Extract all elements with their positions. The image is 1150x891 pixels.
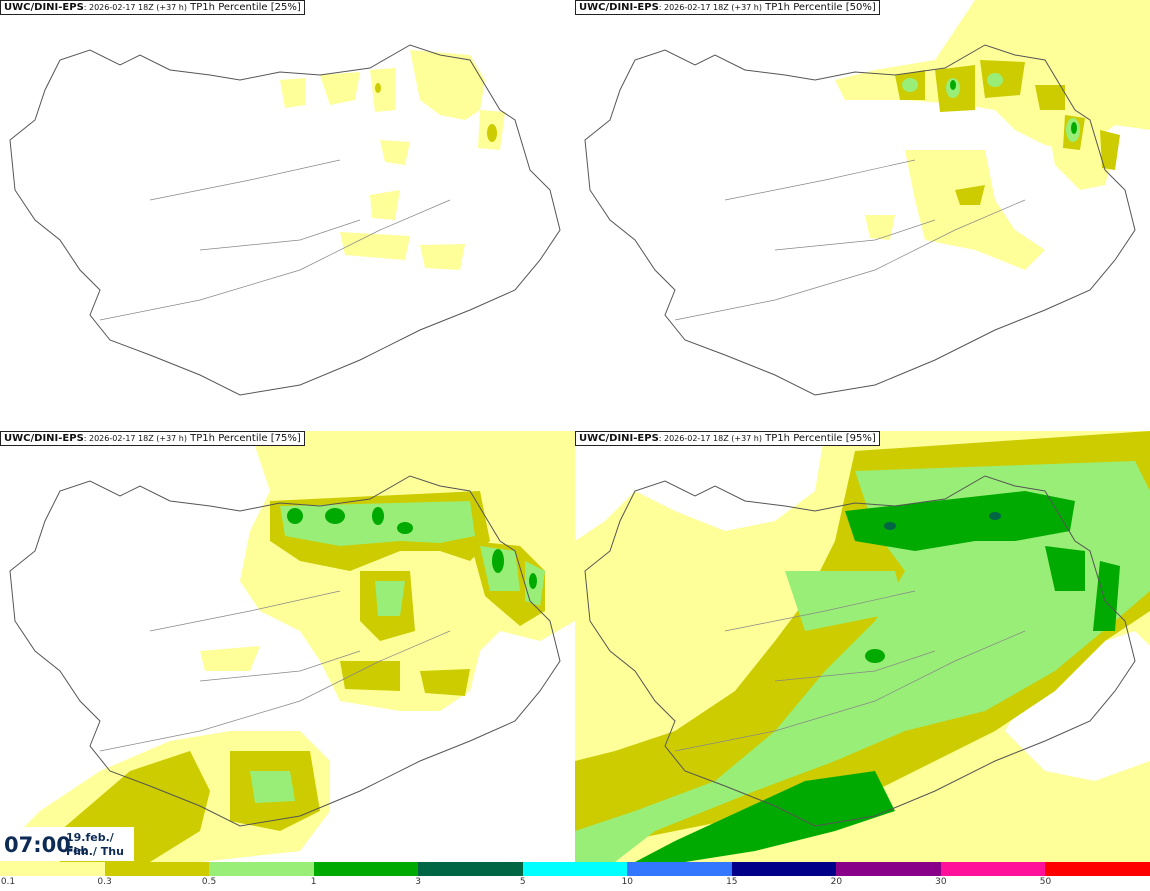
legend-tick-label: 10 — [621, 877, 633, 887]
valid-time: 07:00 — [4, 833, 71, 857]
legend-swatch — [0, 862, 105, 876]
map-panel-p25: UWC/DINI-EPS: 2026-02-17 18Z (+37 h) TP1… — [0, 0, 575, 431]
legend-swatch — [209, 862, 314, 876]
legend-tick-label: 3 — [415, 877, 422, 887]
legend-swatch — [731, 862, 837, 876]
precip-map-p95 — [575, 431, 1150, 862]
legend-tick-label: 0.1 — [0, 877, 16, 887]
precip-map-p25 — [9, 44, 561, 396]
panel-title: UWC/DINI-EPS: 2026-02-17 18Z (+37 h) TP1… — [0, 0, 305, 15]
legend-tick-label: 15 — [726, 877, 738, 887]
map-panel-p75: UWC/DINI-EPS: 2026-02-17 18Z (+37 h) TP1… — [0, 431, 575, 862]
legend-tick-label: 0.3 — [97, 877, 112, 887]
color-legend — [0, 862, 1150, 876]
panel-title: UWC/DINI-EPS: 2026-02-17 18Z (+37 h) TP1… — [575, 0, 880, 15]
valid-date: 19.feb./ Feb — [66, 831, 114, 857]
map-panel-p95: UWC/DINI-EPS: 2026-02-17 18Z (+37 h) TP1… — [575, 431, 1150, 862]
legend-swatch — [836, 862, 941, 876]
precip-map-p50 — [584, 0, 1150, 396]
legend-swatch — [313, 862, 419, 876]
valid-weekday: Fim./ Thu — [66, 845, 124, 858]
map-panel-p50: UWC/DINI-EPS: 2026-02-17 18Z (+37 h) TP1… — [575, 0, 1150, 431]
valid-time-box: 07:00 19.feb./ Feb Fim./ Thu — [0, 827, 134, 861]
legend-swatch — [1045, 862, 1150, 876]
legend-tick-label: 0.5 — [201, 877, 217, 887]
legend-swatch — [627, 862, 732, 876]
legend-tick-label: 1 — [310, 877, 317, 887]
legend-tick-label: 30 — [935, 877, 947, 887]
legend-swatch — [522, 862, 628, 876]
legend-ticks: 0.1 0.3 0.5 1 3 5 10 15 20 30 50 — [0, 877, 1150, 891]
legend-tick-label: 5 — [519, 877, 526, 887]
legend-tick-label: 20 — [830, 877, 843, 887]
legend-swatch — [940, 862, 1046, 876]
legend-tick-label: 50 — [1039, 877, 1052, 887]
legend-swatch — [104, 862, 210, 876]
precip-map-p75 — [0, 431, 575, 862]
panel-title: UWC/DINI-EPS: 2026-02-17 18Z (+37 h) TP1… — [0, 431, 305, 446]
legend-swatch — [418, 862, 523, 876]
panel-title: UWC/DINI-EPS: 2026-02-17 18Z (+37 h) TP1… — [575, 431, 880, 446]
